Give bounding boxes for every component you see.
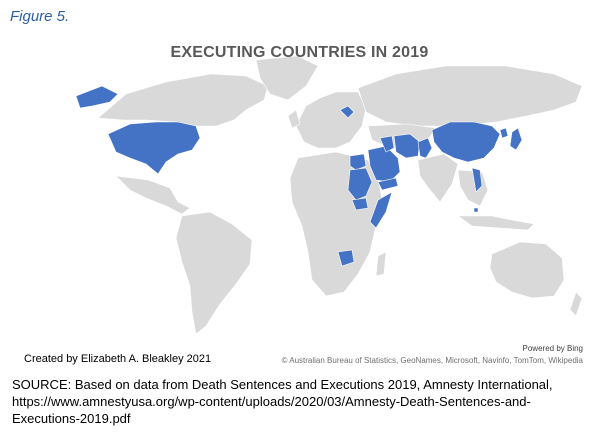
- country-china: [431, 121, 501, 163]
- map-credit: Created by Elizabeth A. Bleakley 2021: [24, 353, 212, 365]
- region-uk: [287, 109, 301, 129]
- country-pakistan: [417, 137, 433, 159]
- country-north-korea: [499, 127, 509, 139]
- region-greenland: [255, 55, 319, 101]
- region-europe: [295, 91, 367, 149]
- powered-by-bing: Powered by Bing: [522, 344, 583, 353]
- region-south-america: [175, 211, 253, 335]
- region-madagascar: [375, 251, 387, 277]
- map-attribution: © Australian Bureau of Statistics, GeoNa…: [281, 356, 583, 365]
- region-canada: [97, 73, 269, 127]
- country-iraq: [379, 135, 395, 153]
- country-egypt: [349, 153, 367, 171]
- country-japan: [509, 127, 523, 151]
- map-panel: EXECUTING COUNTRIES IN 2019 Powered by B…: [6, 30, 593, 370]
- country-iran: [393, 133, 421, 159]
- figure-label: Figure 5.: [10, 8, 70, 25]
- country-vietnam: [471, 167, 483, 193]
- source-line-2: https://www.amnestyusa.org/wp-content/up…: [12, 394, 531, 409]
- source-line-1: SOURCE: Based on data from Death Sentenc…: [12, 377, 553, 392]
- country-botswana: [337, 249, 355, 267]
- country-sudan: [347, 167, 373, 201]
- source-line-3: Executions-2019.pdf: [12, 411, 131, 426]
- region-russia: [357, 65, 583, 127]
- region-india: [417, 153, 459, 203]
- region-mexico-central-america: [115, 175, 191, 215]
- region-indonesia: [457, 215, 535, 231]
- world-map: EXECUTING COUNTRIES IN 2019: [75, 44, 583, 335]
- country-usa-alaska: [75, 85, 119, 109]
- country-usa: [107, 121, 201, 175]
- country-belarus: [339, 105, 355, 119]
- country-south-sudan: [351, 197, 369, 211]
- region-australia: [489, 241, 565, 299]
- country-somalia: [369, 191, 393, 229]
- source-note: SOURCE: Based on data from Death Sentenc…: [12, 376, 587, 427]
- region-new-zealand: [569, 291, 583, 317]
- country-yemen: [377, 177, 399, 191]
- map-title: EXECUTING COUNTRIES IN 2019: [171, 44, 429, 61]
- country-singapore: [473, 207, 479, 213]
